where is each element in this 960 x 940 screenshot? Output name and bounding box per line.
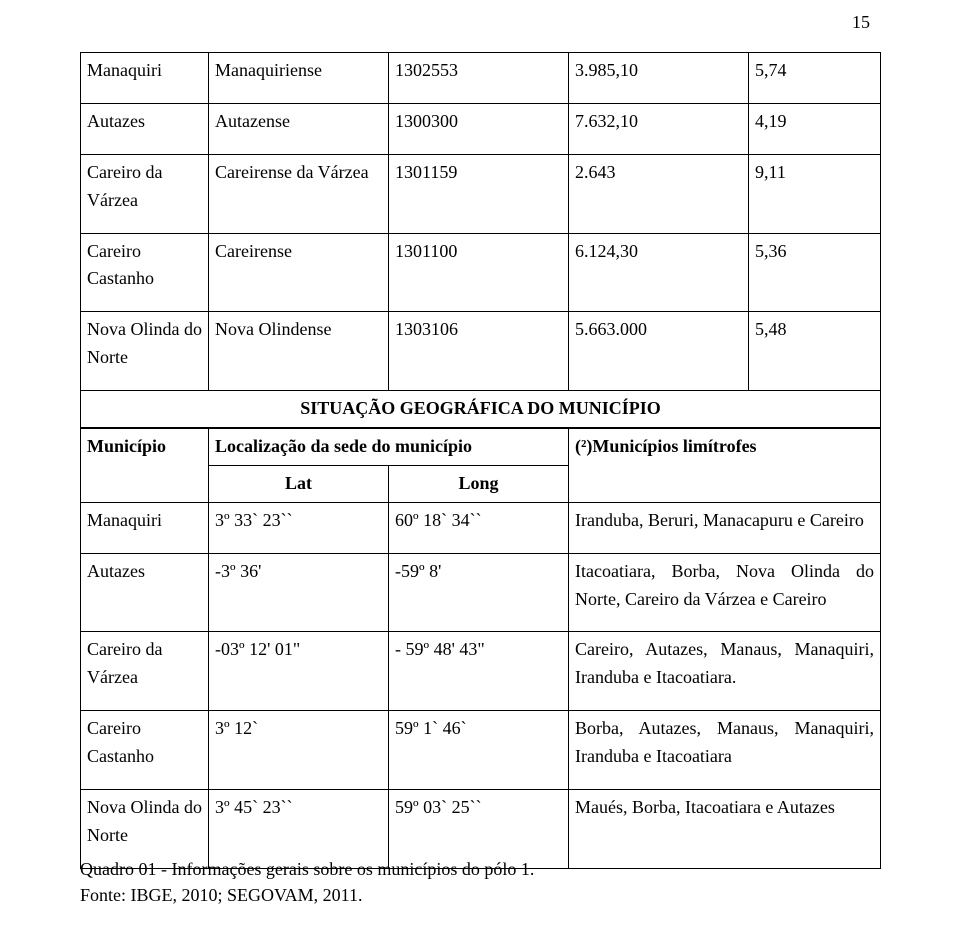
table-row: Manaquiri Manaquiriense 1302553 3.985,10… — [81, 53, 881, 104]
cell: -3º 36' — [209, 553, 389, 632]
cell: Autazes — [81, 103, 209, 154]
cell: 3º 12` — [209, 711, 389, 790]
section-title-row: SITUAÇÃO GEOGRÁFICA DO MUNICÍPIO — [81, 391, 881, 428]
caption-line-2: Fonte: IBGE, 2010; SEGOVAM, 2011. — [80, 882, 880, 909]
cell: -59º 8' — [389, 553, 569, 632]
table-lower: Município Localização da sede do municíp… — [80, 428, 881, 869]
cell: Careiro da Várzea — [81, 632, 209, 711]
header-municipio: Município — [81, 429, 209, 503]
cell: Nova Olindense — [209, 312, 389, 391]
page-number: 15 — [852, 12, 870, 33]
cell: 6.124,30 — [569, 233, 749, 312]
cell: 3.985,10 — [569, 53, 749, 104]
cell: 7.632,10 — [569, 103, 749, 154]
header-localizacao: Localização da sede do município — [209, 429, 569, 466]
cell: 4,19 — [749, 103, 881, 154]
cell: 5.663.000 — [569, 312, 749, 391]
cell: Itacoatiara, Borba, Nova Olinda do Norte… — [569, 553, 881, 632]
cell: 2.643 — [569, 154, 749, 233]
table-row: Careiro Castanho 3º 12` 59º 1` 46` Borba… — [81, 711, 881, 790]
header-row: Município Localização da sede do municíp… — [81, 429, 881, 466]
cell: Iranduba, Beruri, Manacapuru e Careiro — [569, 502, 881, 553]
table-row: Careiro Castanho Careirense 1301100 6.12… — [81, 233, 881, 312]
header-lat: Lat — [209, 465, 389, 502]
table-row: Careiro da Várzea Careirense da Várzea 1… — [81, 154, 881, 233]
cell: 5,48 — [749, 312, 881, 391]
cell: Manaquiri — [81, 53, 209, 104]
cell: Careirense — [209, 233, 389, 312]
cell: 1301159 — [389, 154, 569, 233]
cell: Nova Olinda do Norte — [81, 312, 209, 391]
table-row: Careiro da Várzea -03º 12' 01" - 59º 48'… — [81, 632, 881, 711]
caption-line-1: Quadro 01 - Informações gerais sobre os … — [80, 856, 880, 883]
header-limitrofes: (²)Municípios limítrofes — [569, 429, 881, 503]
cell: - 59º 48' 43" — [389, 632, 569, 711]
cell: Careiro, Autazes, Manaus, Manaquiri, Ira… — [569, 632, 881, 711]
cell: 5,74 — [749, 53, 881, 104]
cell: 9,11 — [749, 154, 881, 233]
cell: Careiro Castanho — [81, 233, 209, 312]
cell: 1302553 — [389, 53, 569, 104]
cell: Careirense da Várzea — [209, 154, 389, 233]
cell: 1300300 — [389, 103, 569, 154]
cell: Careiro da Várzea — [81, 154, 209, 233]
table-row: Nova Olinda do Norte Nova Olindense 1303… — [81, 312, 881, 391]
cell: Manaquiriense — [209, 53, 389, 104]
cell: Borba, Autazes, Manaus, Manaquiri, Irand… — [569, 711, 881, 790]
cell: Autazes — [81, 553, 209, 632]
cell: 1301100 — [389, 233, 569, 312]
cell: -03º 12' 01" — [209, 632, 389, 711]
header-long: Long — [389, 465, 569, 502]
table-row: Autazes Autazense 1300300 7.632,10 4,19 — [81, 103, 881, 154]
cell: 60º 18` 34`` — [389, 502, 569, 553]
table-upper: Manaquiri Manaquiriense 1302553 3.985,10… — [80, 52, 881, 428]
cell: Careiro Castanho — [81, 711, 209, 790]
cell: 3º 33` 23`` — [209, 502, 389, 553]
table-row: Manaquiri 3º 33` 23`` 60º 18` 34`` Irand… — [81, 502, 881, 553]
cell: 1303106 — [389, 312, 569, 391]
cell: 5,36 — [749, 233, 881, 312]
section-title: SITUAÇÃO GEOGRÁFICA DO MUNICÍPIO — [81, 391, 881, 428]
table-row: Autazes -3º 36' -59º 8' Itacoatiara, Bor… — [81, 553, 881, 632]
content-tables: Manaquiri Manaquiriense 1302553 3.985,10… — [80, 52, 880, 869]
cell: 59º 1` 46` — [389, 711, 569, 790]
cell: Autazense — [209, 103, 389, 154]
cell: Manaquiri — [81, 502, 209, 553]
